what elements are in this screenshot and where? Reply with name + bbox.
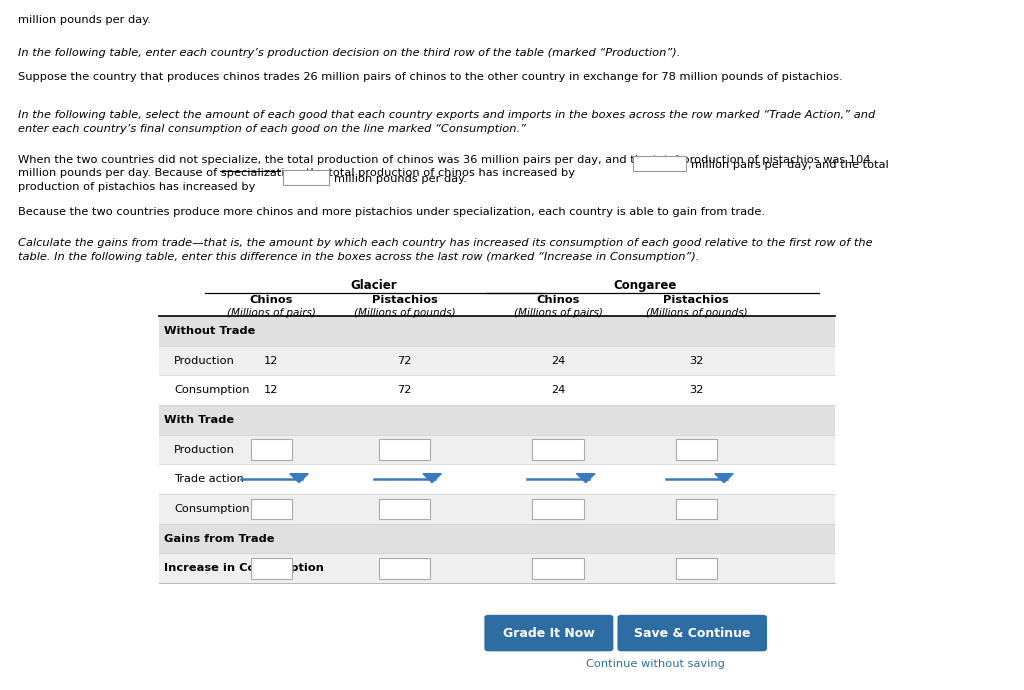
Text: 24: 24	[551, 385, 565, 395]
Text: Glacier: Glacier	[350, 279, 397, 293]
FancyBboxPatch shape	[484, 615, 613, 651]
Text: Congaree: Congaree	[613, 279, 677, 293]
Bar	[251, 498, 292, 519]
Bar	[159, 375, 835, 405]
Text: Suppose the country that produces chinos trades 26 million pairs of chinos to th: Suppose the country that produces chinos…	[18, 72, 843, 82]
Bar	[676, 498, 717, 519]
FancyBboxPatch shape	[617, 615, 767, 651]
Text: Gains from Trade: Gains from Trade	[164, 533, 274, 544]
Polygon shape	[577, 473, 595, 482]
Text: (Millions of pairs): (Millions of pairs)	[514, 308, 602, 318]
Bar	[251, 558, 292, 578]
Text: Consumption: Consumption	[174, 504, 250, 514]
Bar	[676, 439, 717, 460]
Text: (Millions of pounds): (Millions of pounds)	[353, 308, 456, 318]
Text: Consumption: Consumption	[174, 385, 250, 395]
Bar	[159, 553, 835, 583]
Text: 24: 24	[551, 355, 565, 366]
Text: Without Trade: Without Trade	[164, 326, 255, 336]
Text: million pounds per day. Because of specialization, the total production of chino: million pounds per day. Because of speci…	[18, 168, 575, 178]
Text: Grade It Now: Grade It Now	[503, 627, 595, 640]
Text: 12: 12	[264, 385, 279, 395]
Text: (Millions of pairs): (Millions of pairs)	[227, 308, 315, 318]
Text: When the two countries did not specialize, the total production of chinos was 36: When the two countries did not specializ…	[18, 155, 871, 164]
Bar	[532, 498, 584, 519]
Bar	[676, 558, 717, 578]
Text: 12: 12	[264, 355, 279, 366]
Bar	[159, 435, 835, 464]
Text: Pistachios: Pistachios	[664, 295, 729, 305]
Text: Increase in Consumption: Increase in Consumption	[164, 563, 324, 573]
Bar	[159, 346, 835, 375]
Bar	[159, 494, 835, 524]
Bar	[379, 498, 430, 519]
Bar	[159, 405, 835, 435]
Polygon shape	[423, 473, 441, 482]
Text: Chinos: Chinos	[537, 295, 580, 305]
Text: production of pistachios has increased by: production of pistachios has increased b…	[18, 182, 256, 192]
Text: Pistachios: Pistachios	[372, 295, 437, 305]
Polygon shape	[290, 473, 308, 482]
Bar	[633, 157, 686, 171]
Bar	[159, 524, 835, 553]
Text: Because the two countries produce more chinos and more pistachios under speciali: Because the two countries produce more c…	[18, 207, 765, 217]
Text: enter each country’s final consumption of each good on the line marked “Consumpt: enter each country’s final consumption o…	[18, 124, 526, 134]
Text: table. In the following table, enter this difference in the boxes across the las: table. In the following table, enter thi…	[18, 252, 700, 262]
Bar	[283, 170, 329, 184]
Bar	[379, 558, 430, 578]
Text: Calculate the gains from trade—that is, the amount by which each country has inc: Calculate the gains from trade—that is, …	[18, 238, 873, 248]
Text: In the following table, enter each country’s production decision on the third ro: In the following table, enter each count…	[18, 48, 681, 58]
Text: Production: Production	[174, 355, 234, 366]
Text: Continue without saving: Continue without saving	[586, 659, 725, 669]
Text: Trade action: Trade action	[174, 474, 244, 484]
Bar	[532, 439, 584, 460]
Text: In the following table, select the amount of each good that each country exports: In the following table, select the amoun…	[18, 110, 876, 120]
Text: 72: 72	[397, 385, 412, 395]
Text: million pairs per day, and the total: million pairs per day, and the total	[691, 160, 889, 170]
Text: 32: 32	[689, 385, 703, 395]
Bar	[532, 558, 584, 578]
Bar	[251, 439, 292, 460]
Text: 32: 32	[689, 355, 703, 366]
Text: (Millions of pounds): (Millions of pounds)	[645, 308, 748, 318]
Bar	[379, 439, 430, 460]
Text: 72: 72	[397, 355, 412, 366]
Text: Production: Production	[174, 444, 234, 455]
Text: Save & Continue: Save & Continue	[634, 627, 751, 640]
Text: million pounds per day.: million pounds per day.	[18, 15, 152, 25]
Bar	[159, 464, 835, 494]
Bar	[159, 316, 835, 346]
Text: With Trade: With Trade	[164, 415, 233, 425]
Polygon shape	[715, 473, 733, 482]
Text: million pounds per day.: million pounds per day.	[334, 174, 467, 184]
Text: Chinos: Chinos	[250, 295, 293, 305]
